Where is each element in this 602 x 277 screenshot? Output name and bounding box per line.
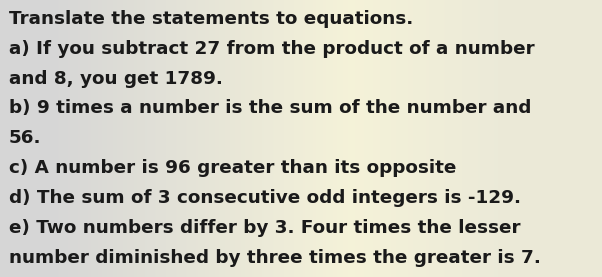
Text: b) 9 times a number is the sum of the number and: b) 9 times a number is the sum of the nu…	[9, 99, 532, 117]
Text: d) The sum of 3 consecutive odd integers is -129.: d) The sum of 3 consecutive odd integers…	[9, 189, 521, 207]
Text: 56.: 56.	[9, 129, 42, 147]
Text: Translate the statements to equations.: Translate the statements to equations.	[9, 10, 414, 28]
Text: a) If you subtract 27 from the product of a number: a) If you subtract 27 from the product o…	[9, 40, 535, 58]
Text: number diminished by three times the greater is 7.: number diminished by three times the gre…	[9, 249, 541, 267]
Text: e) Two numbers differ by 3. Four times the lesser: e) Two numbers differ by 3. Four times t…	[9, 219, 521, 237]
Text: and 8, you get 1789.: and 8, you get 1789.	[9, 70, 223, 88]
Text: c) A number is 96 greater than its opposite: c) A number is 96 greater than its oppos…	[9, 159, 456, 177]
